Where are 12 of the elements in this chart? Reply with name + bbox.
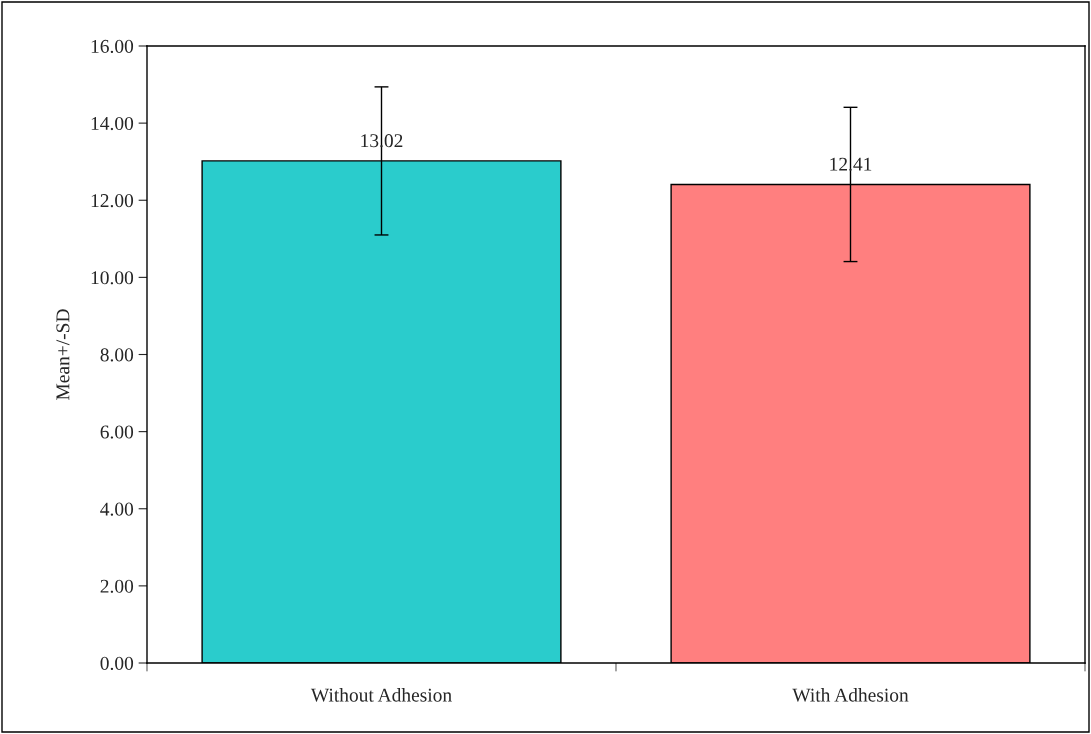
y-tick-label: 4.00	[100, 502, 134, 516]
y-tick-label: 6.00	[100, 425, 134, 439]
y-tick-label: 10.00	[91, 271, 134, 285]
x-tick-label: With Adhesion	[792, 688, 909, 702]
x-tick-label: Without Adhesion	[310, 688, 452, 702]
y-tick-label: 0.00	[100, 656, 134, 671]
y-tick-label: 8.00	[100, 348, 134, 362]
y-tick-label: 12.00	[91, 194, 134, 208]
y-tick-label: 14.00	[91, 116, 134, 131]
y-tick-label: 2.00	[100, 579, 134, 593]
y-tick-label: 16.00	[91, 39, 134, 54]
y-axis-title: Mean+/-SD	[56, 309, 70, 400]
